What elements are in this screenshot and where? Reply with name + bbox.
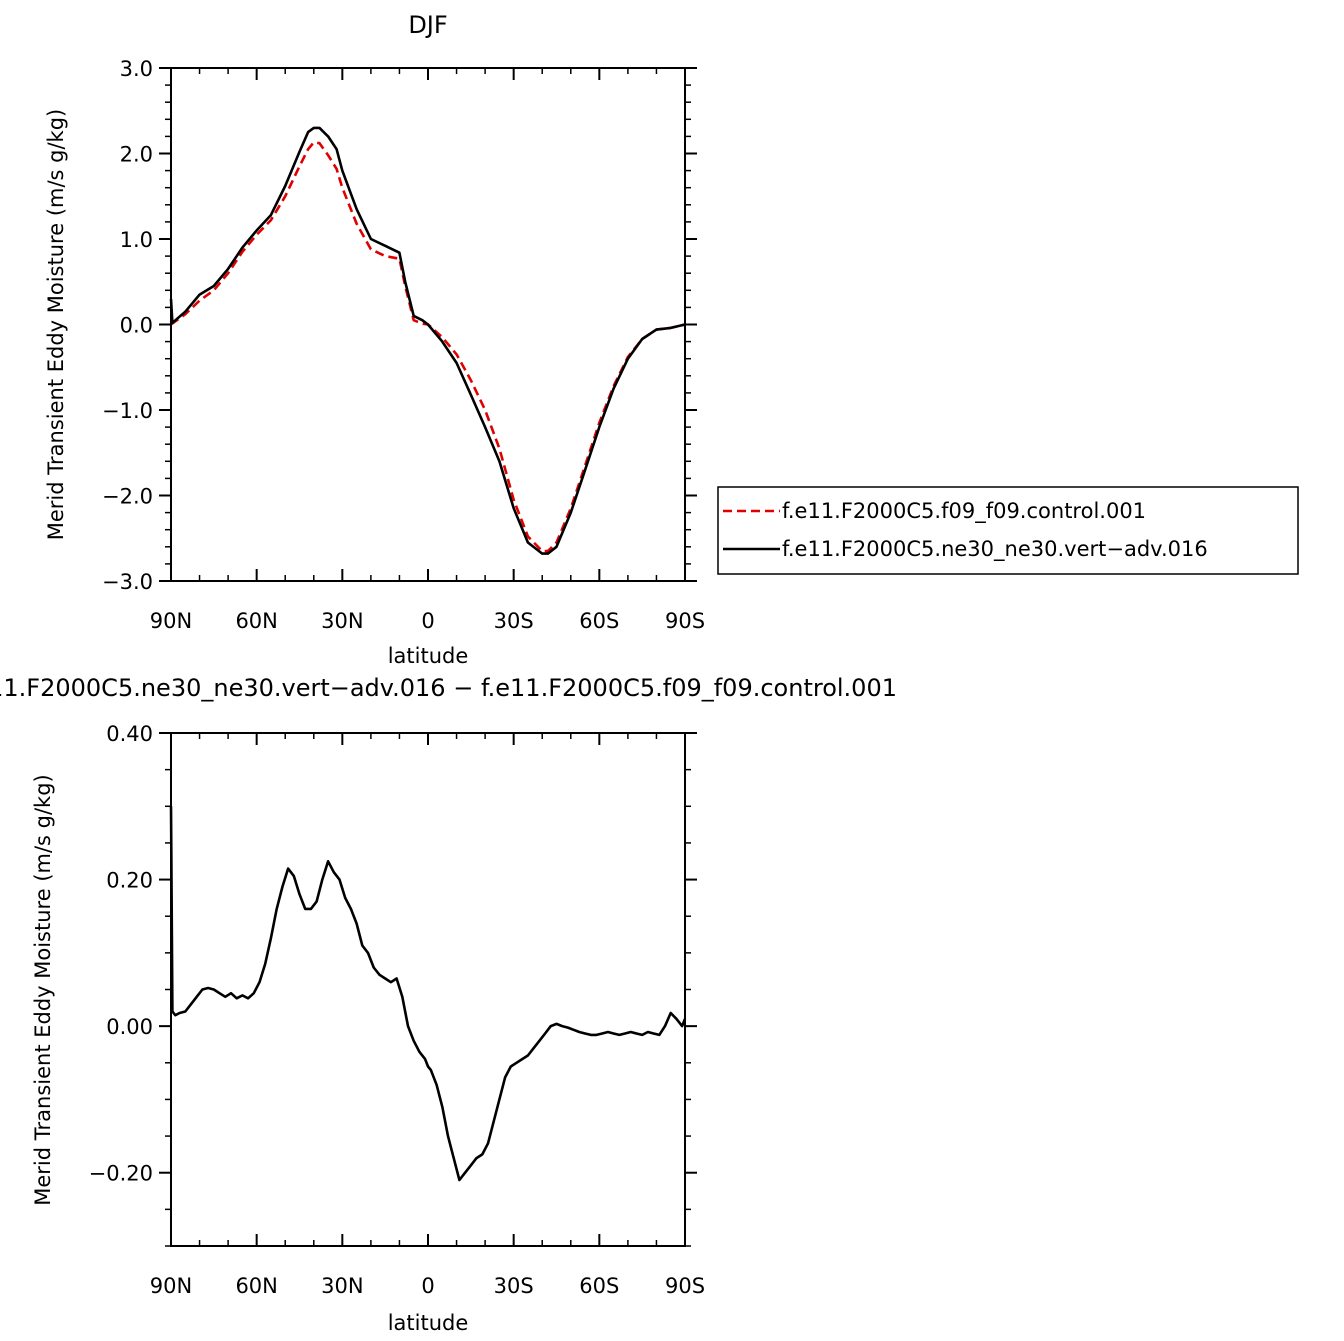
chart0-x-tick-label-2: 30N <box>321 609 363 633</box>
legend-label-vert-adv: f.e11.F2000C5.ne30_ne30.vert−adv.016 <box>782 537 1208 562</box>
chart0-y-tick-label-5: 2.0 <box>120 143 153 167</box>
bottom-y-axis-title: Merid Transient Eddy Moisture (m/s g/kg) <box>31 774 55 1206</box>
chart0-y-tick-label-1: −2.0 <box>102 485 153 509</box>
chart1-x-tick-label-3: 0 <box>421 1274 434 1298</box>
chart1-x-tick-label-4: 30S <box>494 1274 534 1298</box>
chart0-y-tick-label-6: 3.0 <box>120 57 153 81</box>
bottom-plot-frame <box>170 732 686 1247</box>
chart1-series-line-0 <box>169 806 687 1182</box>
top-x-axis-title: latitude <box>388 644 469 668</box>
bottom-chart-panel: f.e11.F2000C5.ne30_ne30.vert−adv.016 − f… <box>0 674 897 1335</box>
legend-label-control: f.e11.F2000C5.f09_f09.control.001 <box>782 499 1146 524</box>
chart1-x-tick-label-0: 90N <box>150 1274 192 1298</box>
chart0-series-line-0 <box>170 141 686 553</box>
chart1-x-tick-label-5: 60S <box>579 1274 619 1298</box>
chart1-y-tick-label-2: 0.20 <box>106 869 153 893</box>
chart1-y-tick-label-3: 0.40 <box>106 722 153 746</box>
bottom-x-axis-title: latitude <box>388 1311 469 1335</box>
chart1-x-tick-label-1: 60N <box>235 1274 277 1298</box>
top-chart-title: DJF <box>408 11 447 39</box>
chart0-y-tick-label-3: 0.0 <box>120 314 153 338</box>
top-y-axis-title: Merid Transient Eddy Moisture (m/s g/kg) <box>44 109 68 541</box>
chart0-y-tick-label-4: 1.0 <box>120 228 153 252</box>
top-chart-panel: DJF 90N 60N 30N 0 30S 60S 90S −3.0 −2.0 −1.0 0.0 1.… <box>44 11 705 668</box>
chart0-y-tick-label-2: −1.0 <box>102 399 153 423</box>
chart1-x-tick-label-2: 30N <box>321 1274 363 1298</box>
chart0-series-line-1 <box>169 126 686 555</box>
chart0-y-tick-label-0: −3.0 <box>102 570 153 594</box>
bottom-chart-title: f.e11.F2000C5.ne30_ne30.vert−adv.016 − f… <box>0 674 897 702</box>
top-chart-marks <box>169 126 686 555</box>
chart0-x-tick-label-6: 90S <box>665 609 705 633</box>
chart0-x-tick-label-0: 90N <box>150 609 192 633</box>
chart0-x-tick-label-3: 0 <box>421 609 434 633</box>
chart0-x-tick-label-1: 60N <box>235 609 277 633</box>
chart1-x-tick-label-6: 90S <box>665 1274 705 1298</box>
chart0-x-tick-label-5: 60S <box>579 609 619 633</box>
top-chart-ticks: 90N 60N 30N 0 30S 60S 90S −3.0 −2.0 −1.0 0.0 1.0 2.0… <box>102 57 705 633</box>
bottom-chart-ticks: 90N 60N 30N 0 30S 60S 90S −0.20 0.00 0.20 0.40 <box>89 722 705 1298</box>
legend-box <box>717 486 1299 575</box>
legend: f.e11.F2000C5.f09_f09.control.001 f.e11.… <box>717 486 1299 575</box>
bottom-chart-marks <box>169 806 687 1182</box>
chart1-y-tick-label-1: 0.00 <box>106 1015 153 1039</box>
chart0-x-tick-label-4: 30S <box>494 609 534 633</box>
chart1-y-tick-label-0: −0.20 <box>89 1162 153 1186</box>
